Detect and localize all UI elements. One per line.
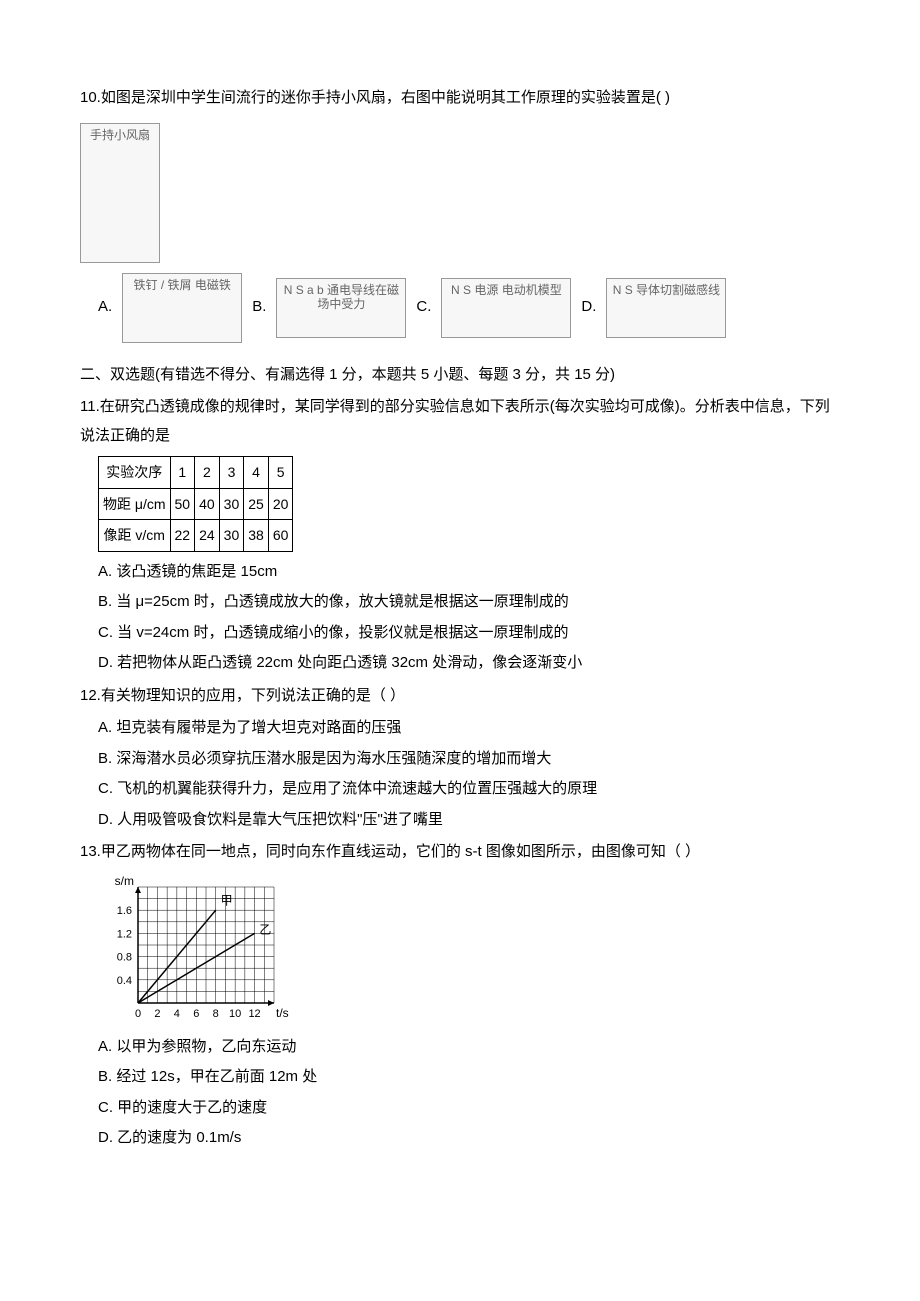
q10-opt-b-img: N S a b 通电导线在磁场中受力 [276,278,406,338]
q11-th-0: 实验次序 [99,457,171,489]
svg-text:4: 4 [174,1008,180,1020]
q12-opt-c[interactable]: C. 飞机的机翼能获得升力，是应用了流体中流速越大的位置压强越大的原理 [80,775,840,804]
q10-stem: 10.如图是深圳中学生间流行的迷你手持小风扇，右图中能说明其工作原理的实验装置是… [80,84,840,113]
q11-th-2: 2 [195,457,220,489]
svg-text:t/s: t/s [276,1006,289,1020]
q11-v-2: 24 [195,520,220,552]
q11-v-3: 30 [219,520,244,552]
q11-th-5: 5 [268,457,293,489]
q11-table: 实验次序 1 2 3 4 5 物距 μ/cm 50 40 30 25 20 像距… [98,456,293,552]
q13-st-chart-svg: 0 2 4 6 8 10 12 0.4 0.8 1.2 1.6 s/m t/s 甲乙 [98,875,298,1025]
table-row: 像距 v/cm 22 24 30 38 60 [99,520,293,552]
q10-opt-d-label[interactable]: D. [581,293,596,322]
q11-opt-c[interactable]: C. 当 v=24cm 时，凸透镜成缩小的像，投影仪就是根据这一原理制成的 [80,619,840,648]
q11-u-1: 50 [170,488,195,520]
q10-options-row: A. 铁钉 / 铁屑 电磁铁 B. N S a b 通电导线在磁场中受力 C. … [80,273,840,343]
q11-v-5: 60 [268,520,293,552]
q11-th-1: 1 [170,457,195,489]
q13-opt-d[interactable]: D. 乙的速度为 0.1m/s [80,1124,840,1153]
q10-opt-c-img: N S 电源 电动机模型 [441,278,571,338]
q11-u-4: 25 [244,488,269,520]
svg-text:0.4: 0.4 [117,975,132,987]
q10-opt-a-img: 铁钉 / 铁屑 电磁铁 [122,273,242,343]
q11-v-4: 38 [244,520,269,552]
q11-th-4: 4 [244,457,269,489]
q12-opt-a[interactable]: A. 坦克装有履带是为了增大坦克对路面的压强 [80,714,840,743]
q13-opt-b[interactable]: B. 经过 12s，甲在乙前面 12m 处 [80,1063,840,1092]
svg-text:0: 0 [135,1008,141,1020]
svg-text:2: 2 [154,1008,160,1020]
q11-opt-b[interactable]: B. 当 μ=25cm 时，凸透镜成放大的像，放大镜就是根据这一原理制成的 [80,588,840,617]
q10-opt-d-img: N S 导体切割磁感线 [606,278,726,338]
svg-text:甲: 甲 [221,893,233,907]
q12-stem: 12.有关物理知识的应用，下列说法正确的是（ ） [80,682,840,711]
svg-text:6: 6 [193,1008,199,1020]
svg-text:乙: 乙 [259,922,271,936]
q11-u-0: 物距 μ/cm [99,488,171,520]
q12-opt-d[interactable]: D. 人用吸管吸食饮料是靠大气压把饮料"压"进了嘴里 [80,806,840,835]
q11-stem: 11.在研究凸透镜成像的规律时，某同学得到的部分实验信息如下表所示(每次实验均可… [80,393,840,450]
q10-fan-image: 手持小风扇 [80,123,160,263]
svg-text:12: 12 [248,1008,260,1020]
q13-stem: 13.甲乙两物体在同一地点，同时向东作直线运动，它们的 s-t 图像如图所示，由… [80,838,840,867]
q11-opt-a[interactable]: A. 该凸透镜的焦距是 15cm [80,558,840,587]
svg-text:10: 10 [229,1008,241,1020]
q11-v-0: 像距 v/cm [99,520,171,552]
q10-opt-b-label[interactable]: B. [252,293,266,322]
table-row: 物距 μ/cm 50 40 30 25 20 [99,488,293,520]
svg-text:1.2: 1.2 [117,928,132,940]
q11-u-5: 20 [268,488,293,520]
q13-chart: 0 2 4 6 8 10 12 0.4 0.8 1.2 1.6 s/m t/s 甲乙 [98,875,840,1025]
svg-text:1.6: 1.6 [117,905,132,917]
svg-text:s/m: s/m [115,875,134,888]
q10-opt-a-label[interactable]: A. [98,293,112,322]
q12-opt-b[interactable]: B. 深海潜水员必须穿抗压潜水服是因为海水压强随深度的增加而增大 [80,745,840,774]
q11-u-2: 40 [195,488,220,520]
q11-v-1: 22 [170,520,195,552]
table-row: 实验次序 1 2 3 4 5 [99,457,293,489]
q10-opt-c-label[interactable]: C. [416,293,431,322]
q13-opt-c[interactable]: C. 甲的速度大于乙的速度 [80,1094,840,1123]
q11-th-3: 3 [219,457,244,489]
q11-u-3: 30 [219,488,244,520]
q13-opt-a[interactable]: A. 以甲为参照物，乙向东运动 [80,1033,840,1062]
q11-opt-d[interactable]: D. 若把物体从距凸透镜 22cm 处向距凸透镜 32cm 处滑动，像会逐渐变小 [80,649,840,678]
section-2-header: 二、双选题(有错选不得分、有漏选得 1 分，本题共 5 小题、每题 3 分，共 … [80,361,840,390]
svg-text:0.8: 0.8 [117,951,132,963]
svg-text:8: 8 [213,1008,219,1020]
